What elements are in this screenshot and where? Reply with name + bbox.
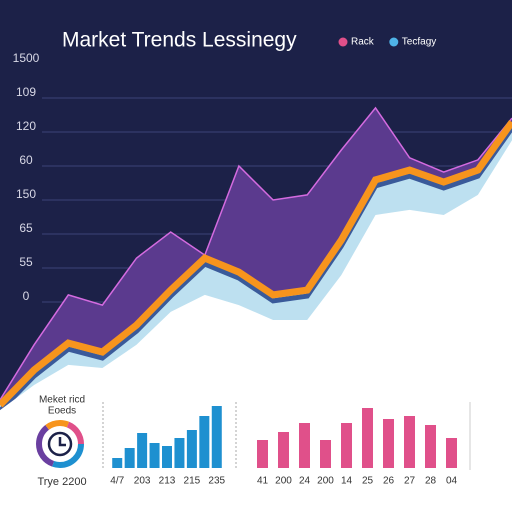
- bar: [404, 416, 415, 468]
- chart-title: Market Trends Lessinegy: [62, 29, 297, 52]
- bar: [320, 440, 331, 468]
- widget-label: Eoeds: [48, 406, 76, 417]
- x-tick-label: 200: [275, 476, 292, 487]
- widget-caption: Trye 2200: [37, 476, 86, 488]
- x-tick-label: 235: [208, 476, 225, 487]
- y-tick-label: 1500: [13, 51, 40, 65]
- area-outline: [0, 106, 512, 401]
- y-tick-label: 120: [16, 119, 36, 133]
- x-tick-label: 41: [257, 476, 269, 487]
- widget-label: Meket ricd: [39, 395, 85, 406]
- bar: [137, 433, 148, 468]
- bar: [211, 406, 222, 468]
- area-chart: [0, 97, 512, 512]
- x-tick-label: 14: [341, 476, 353, 487]
- y-tick-label: 55: [19, 255, 33, 269]
- overlay: Market Trends Lessinegy 0 55 65 150 60 120 109…: [13, 29, 437, 304]
- bar: [341, 423, 352, 468]
- bar: [124, 448, 135, 468]
- x-tick-label: 26: [383, 476, 395, 487]
- bar: [112, 458, 123, 468]
- x-tick-label: 203: [134, 476, 151, 487]
- donut-ring: [36, 420, 84, 468]
- y-tick-label: 109: [16, 85, 36, 99]
- legend-label: Rack: [351, 37, 375, 48]
- bar: [174, 438, 185, 468]
- x-tick-label: 213: [159, 476, 176, 487]
- x-tick-label: 215: [184, 476, 201, 487]
- band-line: [0, 126, 512, 413]
- x-tick-label: 28: [425, 476, 437, 487]
- x-tick-label: 200: [317, 476, 334, 487]
- legend-marker: [389, 37, 399, 47]
- bar: [186, 430, 197, 468]
- x-tick-label: 25: [362, 476, 374, 487]
- legend-label: Tecfagy: [402, 37, 436, 48]
- bar-chart: 4/7 203 213 215 235: [110, 406, 226, 487]
- bar: [299, 423, 310, 468]
- y-tick-label: 150: [16, 187, 36, 201]
- bar: [149, 443, 160, 468]
- donut-widget: Meket ricd Eoeds Trye 2200: [36, 395, 87, 488]
- bar: [278, 432, 289, 468]
- y-tick-label: 0: [23, 289, 30, 303]
- clock-icon: [47, 431, 73, 457]
- bar: [383, 419, 394, 468]
- x-tick-label: 4/7: [110, 476, 124, 487]
- bar: [257, 440, 268, 468]
- y-tick-label: 60: [19, 153, 33, 167]
- legend-marker: [338, 37, 348, 47]
- y-tick-label: 65: [19, 221, 33, 235]
- bar: [446, 438, 457, 468]
- donut-ring: [36, 420, 84, 468]
- line: [0, 120, 512, 408]
- x-tick-label: 27: [404, 476, 416, 487]
- bar-chart: 41 200 24 200 14 25 26 27 28 04: [257, 408, 458, 487]
- bar: [362, 408, 373, 468]
- x-tick-label: 04: [446, 476, 458, 487]
- bar: [425, 425, 436, 468]
- bar: [162, 446, 172, 468]
- bar: [199, 416, 210, 468]
- donut-ring: [36, 420, 84, 468]
- x-tick-label: 24: [299, 476, 311, 487]
- clock-hands: [58, 437, 66, 447]
